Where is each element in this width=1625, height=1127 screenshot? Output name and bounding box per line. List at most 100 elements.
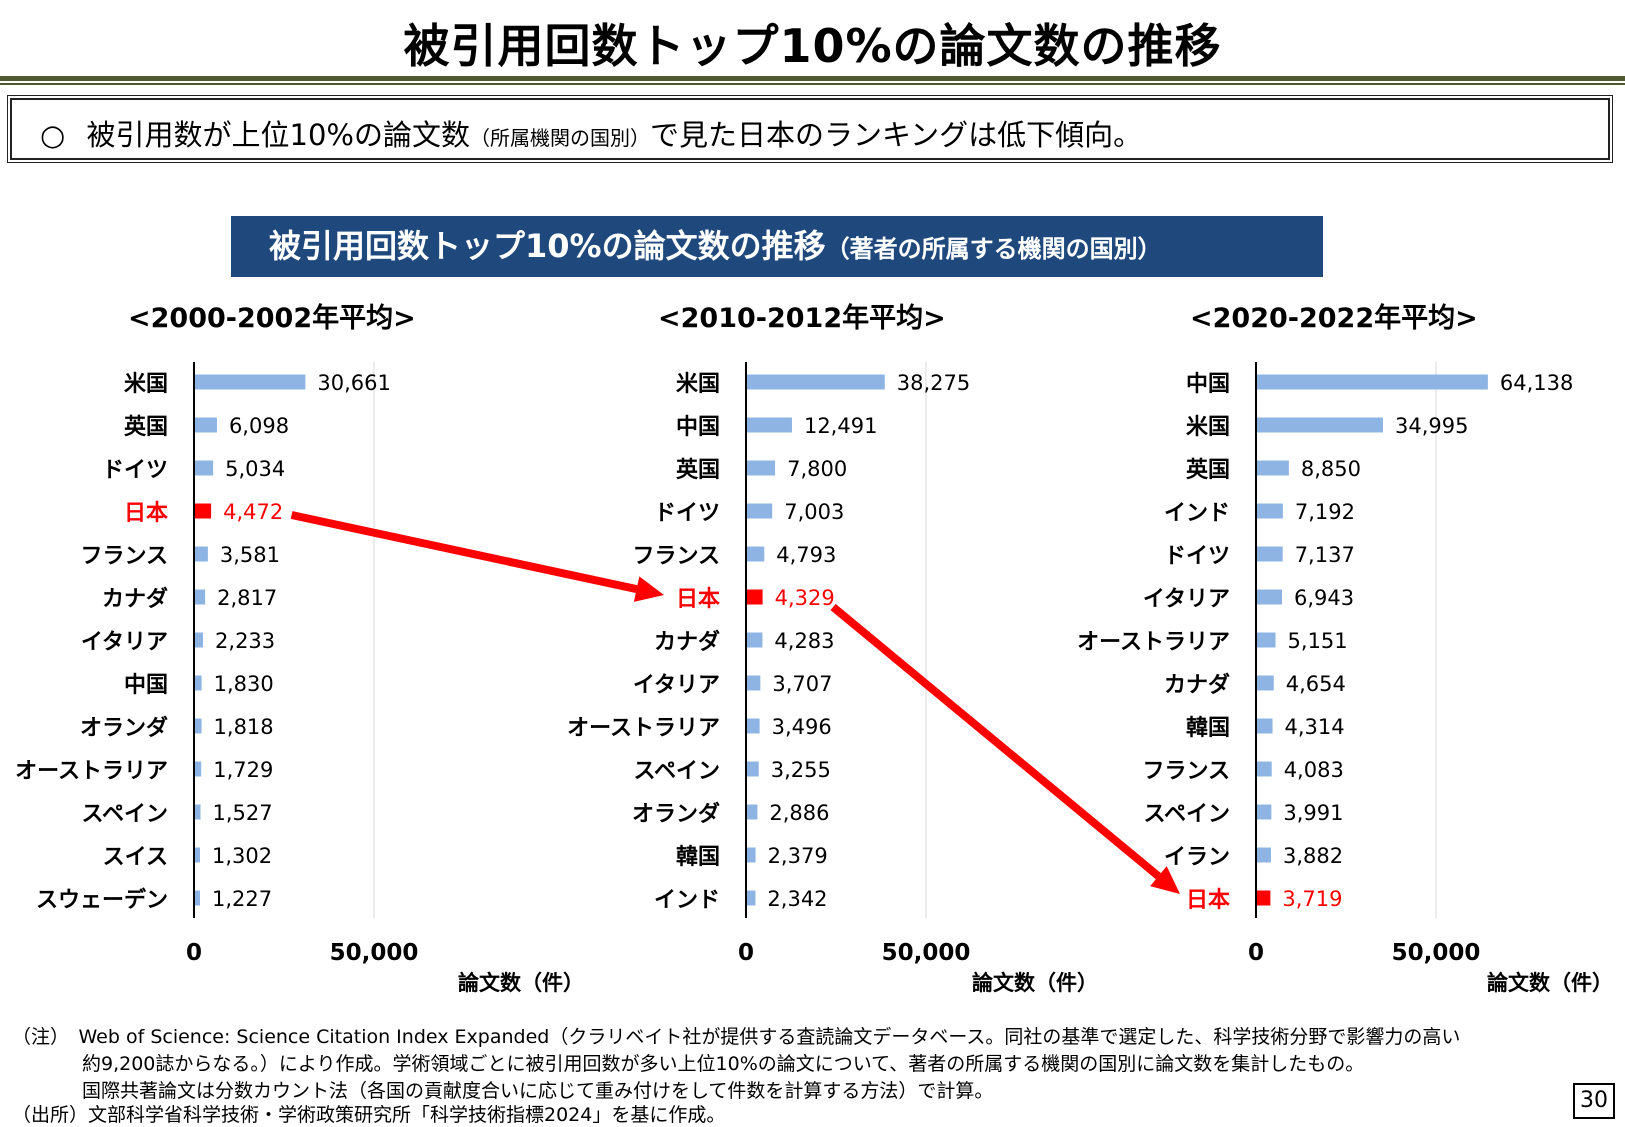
page-title: 被引用回数トップ10%の論文数の推移 bbox=[403, 19, 1222, 73]
bar bbox=[195, 847, 200, 863]
bar bbox=[747, 546, 765, 562]
summary-bullet: ○ bbox=[40, 118, 66, 152]
category-label: スペイン bbox=[82, 802, 168, 827]
data-label: 4,472 bbox=[223, 500, 283, 524]
chart-header: 被引用回数トップ10%の論文数の推移（著者の所属する機関の国別） bbox=[231, 216, 1323, 277]
bar bbox=[1257, 503, 1283, 519]
bar bbox=[195, 460, 214, 476]
bar bbox=[195, 804, 201, 820]
bar bbox=[747, 847, 756, 863]
data-label: 2,342 bbox=[767, 887, 827, 911]
data-label: 7,003 bbox=[784, 500, 844, 524]
category-label: オーストラリア bbox=[1077, 630, 1230, 655]
bar bbox=[195, 632, 204, 648]
data-label: 34,995 bbox=[1395, 414, 1468, 438]
category-label: ドイツ bbox=[1164, 544, 1230, 569]
bar bbox=[195, 417, 217, 433]
period-title-1: <2000-2002年平均> bbox=[128, 303, 416, 334]
summary-main: 被引用数が上位10%の論文数 bbox=[86, 118, 470, 152]
bar bbox=[1257, 675, 1274, 691]
category-label: 中国 bbox=[676, 415, 720, 440]
data-label: 8,850 bbox=[1301, 457, 1361, 481]
title-rule bbox=[0, 76, 1625, 81]
bar bbox=[747, 761, 759, 777]
x-tick-label: 50,000 bbox=[330, 940, 419, 966]
category-label: カナダ bbox=[1164, 672, 1230, 698]
data-label: 2,886 bbox=[769, 801, 829, 825]
bar bbox=[195, 890, 200, 906]
bar bbox=[1257, 460, 1289, 476]
bar bbox=[1257, 718, 1273, 734]
data-label: 1,830 bbox=[214, 672, 274, 696]
category-label: スイス bbox=[103, 845, 168, 870]
bar bbox=[1257, 761, 1272, 777]
bar bbox=[1257, 417, 1383, 433]
bar bbox=[747, 417, 792, 433]
category-label: スペイン bbox=[634, 759, 720, 784]
category-label: 日本 bbox=[124, 501, 168, 526]
chart-header-main: 被引用回数トップ10%の論文数の推移 bbox=[269, 227, 826, 265]
bar bbox=[747, 460, 776, 476]
category-label: カナダ bbox=[654, 629, 720, 655]
data-label: 2,379 bbox=[768, 844, 828, 868]
category-label: イタリア bbox=[1143, 587, 1230, 612]
category-label: オランダ bbox=[632, 801, 720, 827]
title-rule-thin bbox=[0, 83, 1625, 85]
data-label: 3,496 bbox=[772, 715, 832, 739]
data-label: 64,138 bbox=[1500, 371, 1573, 395]
data-label: 4,793 bbox=[776, 543, 836, 567]
summary-box: ○ 被引用数が上位10%の論文数（所属機関の国別）で見た日本のランキングは低下傾… bbox=[10, 98, 1610, 160]
data-label: 6,943 bbox=[1294, 586, 1354, 610]
category-label: 日本 bbox=[676, 587, 720, 612]
category-label: スペイン bbox=[1144, 802, 1230, 827]
bar bbox=[195, 675, 202, 691]
note-line-3: 国際共著論文は分数カウント法（各国の貢献度合いに応じて重み付けをして件数を計算す… bbox=[82, 1080, 994, 1102]
data-label: 2,233 bbox=[215, 629, 275, 653]
data-label: 1,729 bbox=[213, 758, 273, 782]
category-label: フランス bbox=[632, 544, 720, 569]
data-label: 4,654 bbox=[1286, 672, 1346, 696]
data-label: 3,882 bbox=[1283, 844, 1343, 868]
category-label: 英国 bbox=[676, 458, 720, 483]
bar bbox=[195, 503, 212, 519]
category-label: 英国 bbox=[124, 415, 168, 440]
bar bbox=[1257, 890, 1271, 906]
bar bbox=[195, 546, 208, 562]
source-line: （出所）文部科学省科学技術・学術政策研究所「科学技術指標2024」を基に作成。 bbox=[12, 1104, 726, 1126]
bar bbox=[195, 761, 202, 777]
bar bbox=[195, 589, 206, 605]
x-axis-label: 論文数（件） bbox=[972, 971, 1098, 995]
category-label: インド bbox=[654, 888, 720, 913]
bar bbox=[195, 718, 202, 734]
bar bbox=[1257, 546, 1283, 562]
x-tick-label: 0 bbox=[186, 940, 202, 966]
category-label: フランス bbox=[1142, 759, 1230, 784]
x-tick-label: 0 bbox=[738, 940, 754, 966]
bar bbox=[747, 890, 756, 906]
bar bbox=[1257, 632, 1276, 648]
period-title-3: <2020-2022年平均> bbox=[1190, 303, 1478, 334]
arrow-2010-to-2020 bbox=[830, 603, 1161, 880]
bar bbox=[747, 374, 885, 390]
category-label: イタリア bbox=[81, 630, 168, 655]
category-label: 日本 bbox=[1186, 888, 1230, 913]
category-label: カナダ bbox=[102, 586, 168, 612]
data-label: 4,083 bbox=[1284, 758, 1344, 782]
category-label: イタリア bbox=[633, 673, 720, 698]
data-label: 7,137 bbox=[1295, 543, 1355, 567]
x-axis-label: 論文数（件） bbox=[1487, 971, 1613, 995]
data-label: 7,800 bbox=[787, 457, 847, 481]
period-title-2: <2010-2012年平均> bbox=[658, 303, 946, 334]
data-label: 7,192 bbox=[1295, 500, 1355, 524]
category-label: 中国 bbox=[124, 673, 168, 698]
data-label: 1,302 bbox=[212, 844, 272, 868]
category-label: イラン bbox=[1164, 845, 1230, 870]
data-label: 4,314 bbox=[1285, 715, 1345, 739]
category-label: ドイツ bbox=[654, 501, 720, 526]
bar bbox=[747, 804, 758, 820]
bar bbox=[747, 503, 773, 519]
category-label: 中国 bbox=[1186, 372, 1230, 397]
bar bbox=[747, 718, 760, 734]
x-axis-label: 論文数（件） bbox=[458, 971, 584, 995]
